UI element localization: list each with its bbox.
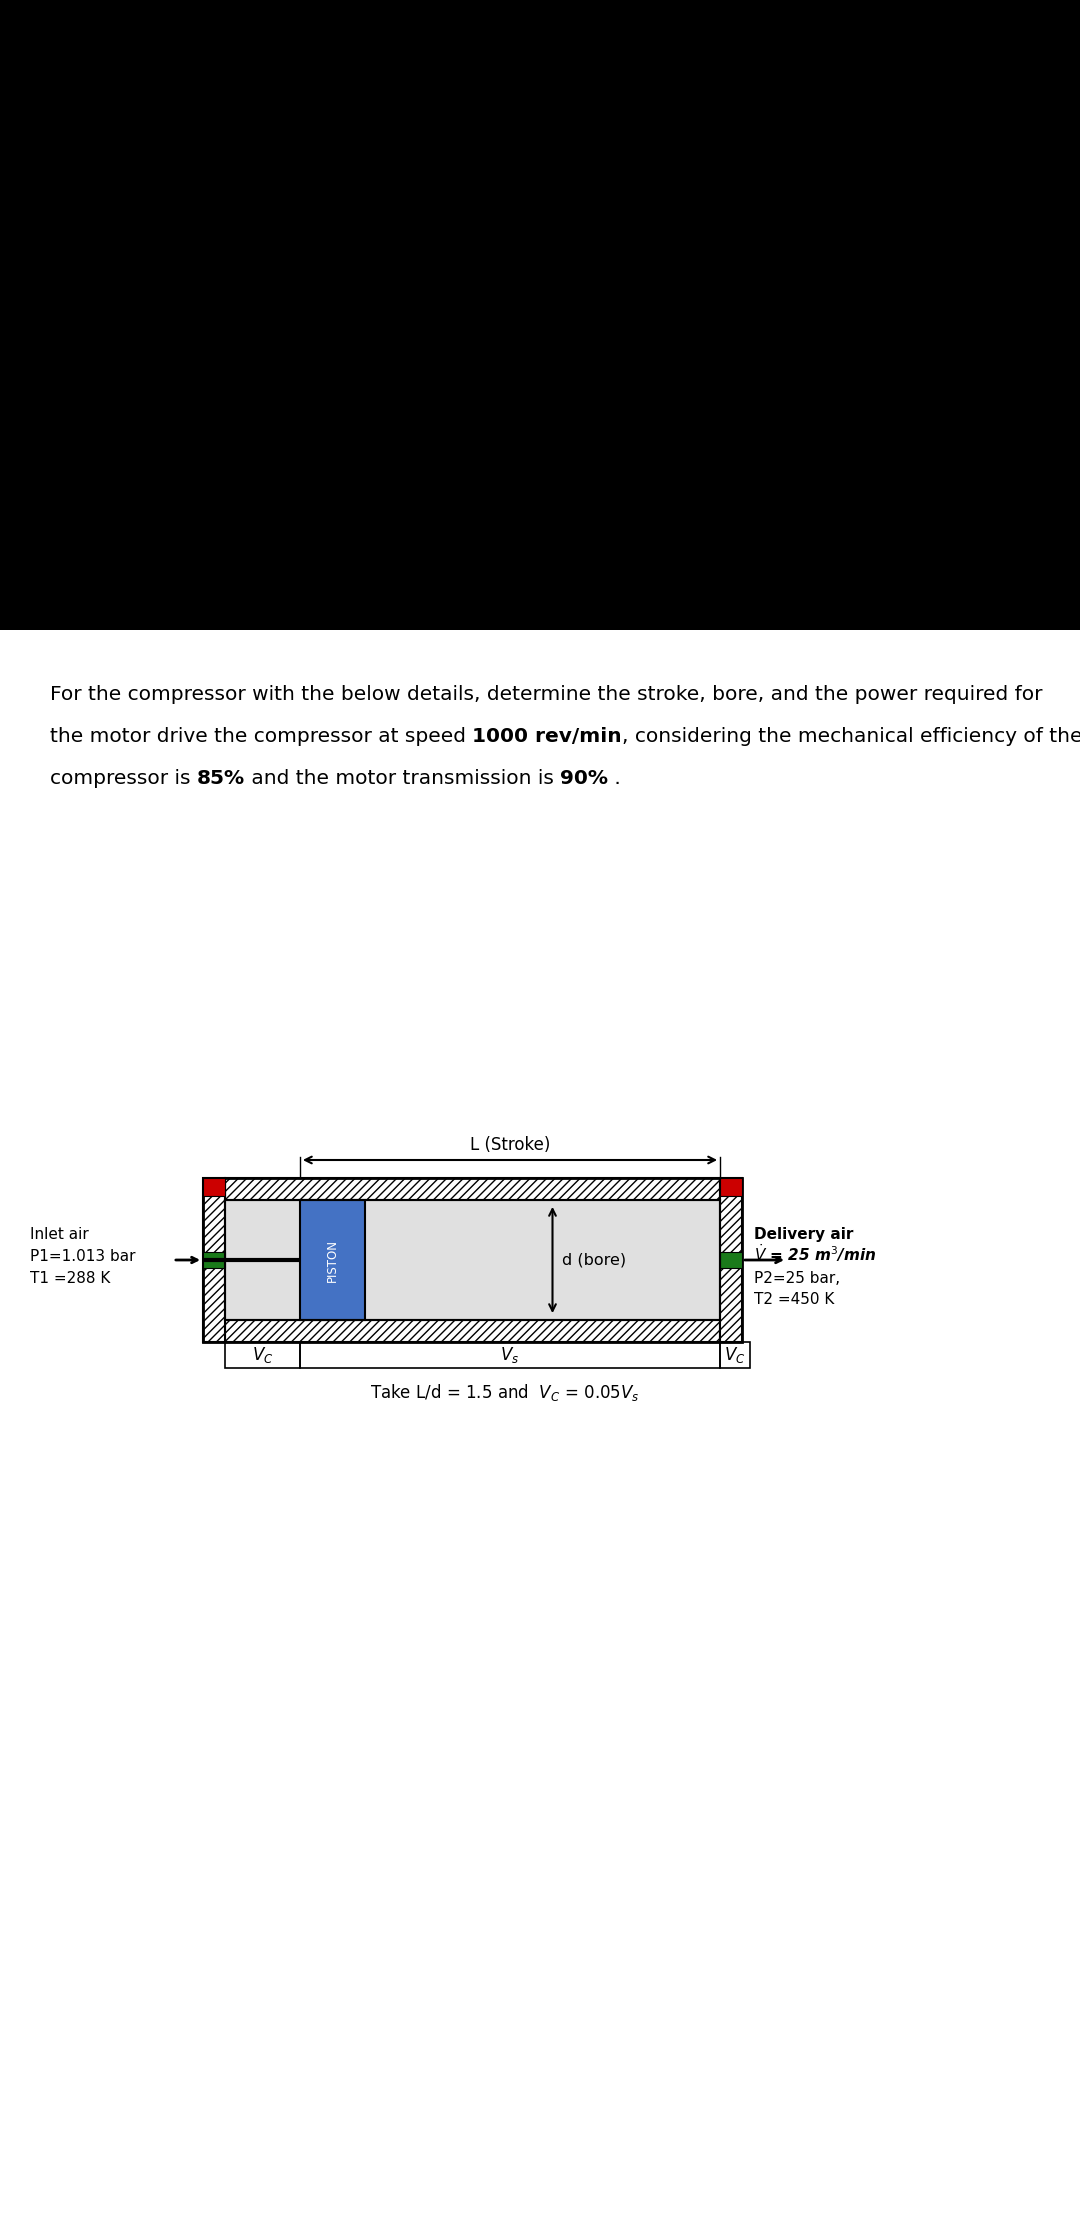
Text: PISTON: PISTON bbox=[326, 1239, 339, 1281]
Text: 1000 rev/min: 1000 rev/min bbox=[472, 728, 622, 746]
Bar bbox=[203, 1178, 225, 1196]
Text: P1=1.013 bar: P1=1.013 bar bbox=[30, 1250, 135, 1263]
Bar bbox=[203, 1178, 742, 1342]
Text: L (Stroke): L (Stroke) bbox=[470, 1136, 550, 1154]
Text: Delivery air: Delivery air bbox=[754, 1228, 853, 1241]
Text: T1 =288 K: T1 =288 K bbox=[30, 1270, 110, 1286]
Text: For the compressor with the below details, determine the stroke, bore, and the p: For the compressor with the below detail… bbox=[50, 685, 1042, 703]
Bar bbox=[225, 1342, 300, 1369]
Bar bbox=[225, 1178, 720, 1201]
Bar bbox=[203, 1178, 225, 1342]
Text: $\dot{V}$ = 25 m$^3$/min: $\dot{V}$ = 25 m$^3$/min bbox=[754, 1241, 876, 1263]
Text: compressor is: compressor is bbox=[50, 768, 197, 788]
Text: the motor drive the compressor at speed: the motor drive the compressor at speed bbox=[50, 728, 472, 746]
Text: and the motor transmission is: and the motor transmission is bbox=[245, 768, 561, 788]
Bar bbox=[300, 1342, 720, 1369]
Bar bbox=[720, 1178, 742, 1196]
Bar bbox=[300, 1201, 365, 1319]
Bar bbox=[0, 629, 1080, 2240]
Text: d (bore): d (bore) bbox=[563, 1252, 626, 1268]
Text: $V_C$: $V_C$ bbox=[252, 1344, 273, 1364]
Bar bbox=[720, 1342, 750, 1369]
Bar bbox=[203, 1252, 225, 1268]
Text: Take L/d = 1.5 and  $V_C$ = 0.05$V_s$: Take L/d = 1.5 and $V_C$ = 0.05$V_s$ bbox=[370, 1382, 639, 1402]
Bar bbox=[720, 1252, 742, 1268]
Text: $V_C$: $V_C$ bbox=[725, 1344, 745, 1364]
Text: , considering the mechanical efficiency of the: , considering the mechanical efficiency … bbox=[622, 728, 1080, 746]
Text: $V_s$: $V_s$ bbox=[500, 1344, 519, 1364]
Text: P2=25 bar,: P2=25 bar, bbox=[754, 1270, 840, 1286]
Bar bbox=[720, 1178, 742, 1342]
Text: 85%: 85% bbox=[197, 768, 245, 788]
Bar bbox=[225, 1319, 720, 1342]
Text: .: . bbox=[608, 768, 621, 788]
Text: Inlet air: Inlet air bbox=[30, 1228, 89, 1241]
Bar bbox=[225, 1201, 720, 1319]
Text: 90%: 90% bbox=[561, 768, 608, 788]
Text: T2 =450 K: T2 =450 K bbox=[754, 1292, 835, 1306]
